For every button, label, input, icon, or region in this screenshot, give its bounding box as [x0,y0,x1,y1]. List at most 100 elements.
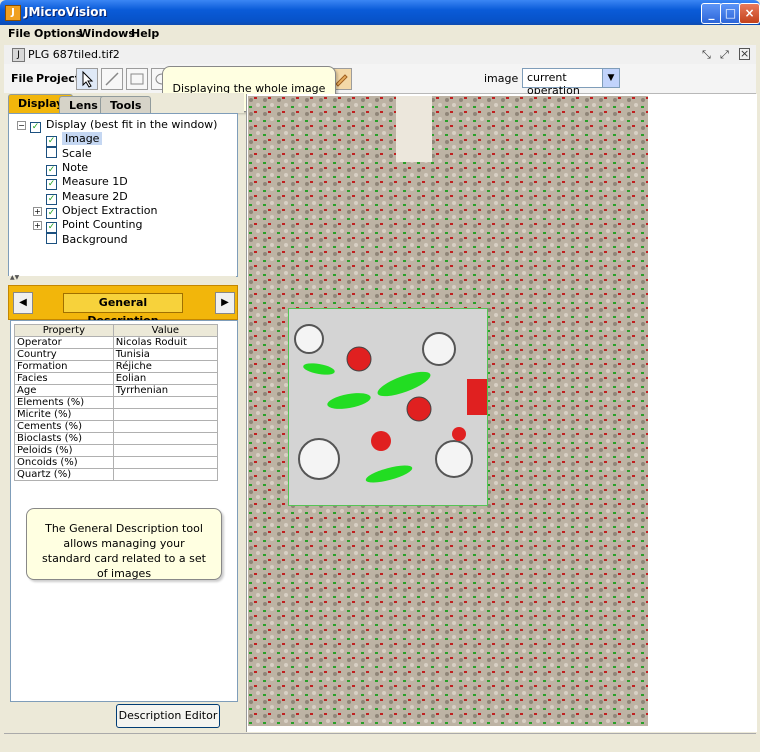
column-header-property[interactable]: Property [14,324,114,337]
menu-bar: File Options Windows Help [4,25,756,43]
checkbox-icon[interactable] [46,233,57,244]
image-selector-label: image : [484,72,526,85]
checkbox-icon[interactable]: ✓ [30,122,41,133]
chevron-down-icon[interactable]: ▼ [602,69,619,87]
close-document-icon[interactable]: × [739,47,750,60]
tree-item-scale[interactable]: Scale [46,147,92,161]
minimize-button[interactable]: _ [701,3,722,24]
tree-item-measure2d[interactable]: ✓ Measure 2D [46,190,128,205]
tree-item-background[interactable]: Background [46,233,128,247]
property-cell[interactable]: Micrite (%) [14,408,114,421]
tab-tools[interactable]: Tools [100,96,152,114]
maximize-button[interactable]: □ [720,3,741,24]
menu-options[interactable]: Options [34,27,83,40]
property-table: Property Value Operator Nicolas Roduit Co… [14,324,219,481]
tab-lens[interactable]: Lens [59,96,108,114]
table-row[interactable]: Operator Nicolas Roduit [14,336,219,349]
value-cell[interactable]: Tunisia [112,348,219,361]
display-tree: − ✓ Display (best fit in the window) ✓ Imag… [8,113,238,277]
table-row[interactable]: Cements (%) [14,420,219,433]
tree-item-measure1d[interactable]: ✓ Measure 1D [46,175,128,190]
property-cell[interactable]: Elements (%) [14,396,114,409]
property-cell[interactable]: Cements (%) [14,420,114,433]
property-cell[interactable]: Formation [14,360,114,373]
lens-zoom-view[interactable] [288,308,488,506]
property-cell[interactable]: Quartz (%) [14,468,114,481]
panel-splitter[interactable]: ▲▼ [8,274,236,284]
property-cell[interactable]: Facies [14,372,114,385]
value-cell[interactable]: Tyrrhenian [112,384,219,397]
value-cell[interactable]: Eolian [112,372,219,385]
tool-title: General Description [63,293,183,327]
property-cell[interactable]: Peloids (%) [14,444,114,457]
checkbox-icon[interactable]: ✓ [46,136,57,147]
expand-icon[interactable]: + [33,221,42,230]
line-tool-icon[interactable] [101,68,123,90]
checkbox-icon[interactable]: ✓ [46,194,57,205]
property-cell[interactable]: Bioclasts (%) [14,432,114,445]
table-row[interactable]: Quartz (%) [14,468,219,481]
table-row[interactable]: Facies Eolian [14,372,219,385]
tooltip-display-text: Displaying the whole image [172,82,326,95]
previous-tool-icon[interactable]: ◀ [13,292,33,314]
menu-windows[interactable]: Windows [79,27,135,40]
tree-item-object-extraction[interactable]: + ✓ Object Extraction [33,204,158,219]
next-tool-icon[interactable]: ▶ [215,292,235,314]
tree-item-note[interactable]: ✓ Note [46,161,88,176]
expand-icon[interactable]: + [33,207,42,216]
value-cell[interactable] [112,456,219,469]
rectangle-tool-icon[interactable] [126,68,148,90]
value-cell[interactable] [112,432,219,445]
checkbox-icon[interactable] [46,147,57,158]
checkbox-icon[interactable]: ✓ [46,165,57,176]
property-cell[interactable]: Country [14,348,114,361]
table-row[interactable]: Oncoids (%) [14,456,219,469]
table-row[interactable]: Peloids (%) [14,444,219,457]
table-row[interactable]: Elements (%) [14,396,219,409]
image-selector-value: current operation [527,71,580,97]
checkbox-icon[interactable]: ✓ [46,208,57,219]
value-cell[interactable] [112,420,219,433]
table-row[interactable]: Micrite (%) [14,408,219,421]
tree-item-label: Scale [62,147,92,160]
value-cell[interactable]: Nicolas Roduit [112,336,219,349]
split-arrows-icon[interactable]: ▲▼ [10,274,20,281]
property-cell[interactable]: Age [14,384,114,397]
table-row[interactable]: Bioclasts (%) [14,432,219,445]
property-cell[interactable]: Oncoids (%) [14,456,114,469]
title-bar: J JMicroVision _ □ × [0,0,760,25]
value-cell[interactable] [112,408,219,421]
document-title: PLG 687tiled.tif2 [28,48,120,61]
toolbar-project-menu[interactable]: Project [36,72,81,85]
shrink-icon[interactable]: ⤡ [702,48,711,61]
table-row[interactable]: Country Tunisia [14,348,219,361]
collapse-icon[interactable]: − [17,121,26,130]
tab-display[interactable]: Display [8,94,74,114]
description-editor-button[interactable]: Description Editor [116,704,220,728]
value-cell[interactable] [112,468,219,481]
tree-item-label: Object Extraction [62,204,158,217]
status-bar [4,733,756,749]
value-cell[interactable] [112,444,219,457]
property-cell[interactable]: Operator [14,336,114,349]
menu-file[interactable]: File [8,27,31,40]
tree-item-image[interactable]: ✓ Image [46,132,103,147]
checkbox-icon[interactable]: ✓ [46,179,57,190]
table-row[interactable]: Age Tyrrhenian [14,384,219,397]
value-cell[interactable] [112,396,219,409]
tooltip-general-description-text: The General Description tool allows mana… [42,522,206,580]
table-row[interactable]: Formation Réjiche [14,360,219,373]
expand-icon[interactable]: ⤢ [720,48,729,61]
select-tool-icon[interactable] [76,68,98,90]
toolbar: File Project image : current operation ▼ [4,64,756,97]
menu-help[interactable]: Help [131,27,160,40]
tree-item-point-counting[interactable]: + ✓ Point Counting [33,218,143,233]
checkbox-icon[interactable]: ✓ [46,222,57,233]
toolbar-file-menu[interactable]: File [11,72,34,85]
close-button[interactable]: × [739,3,760,24]
image-selector-dropdown[interactable]: current operation ▼ [522,68,620,97]
tree-item-label: Background [62,233,128,246]
tree-root[interactable]: − ✓ Display (best fit in the window) [17,118,217,133]
value-cell[interactable]: Réjiche [112,360,219,373]
column-header-value[interactable]: Value [112,324,219,337]
